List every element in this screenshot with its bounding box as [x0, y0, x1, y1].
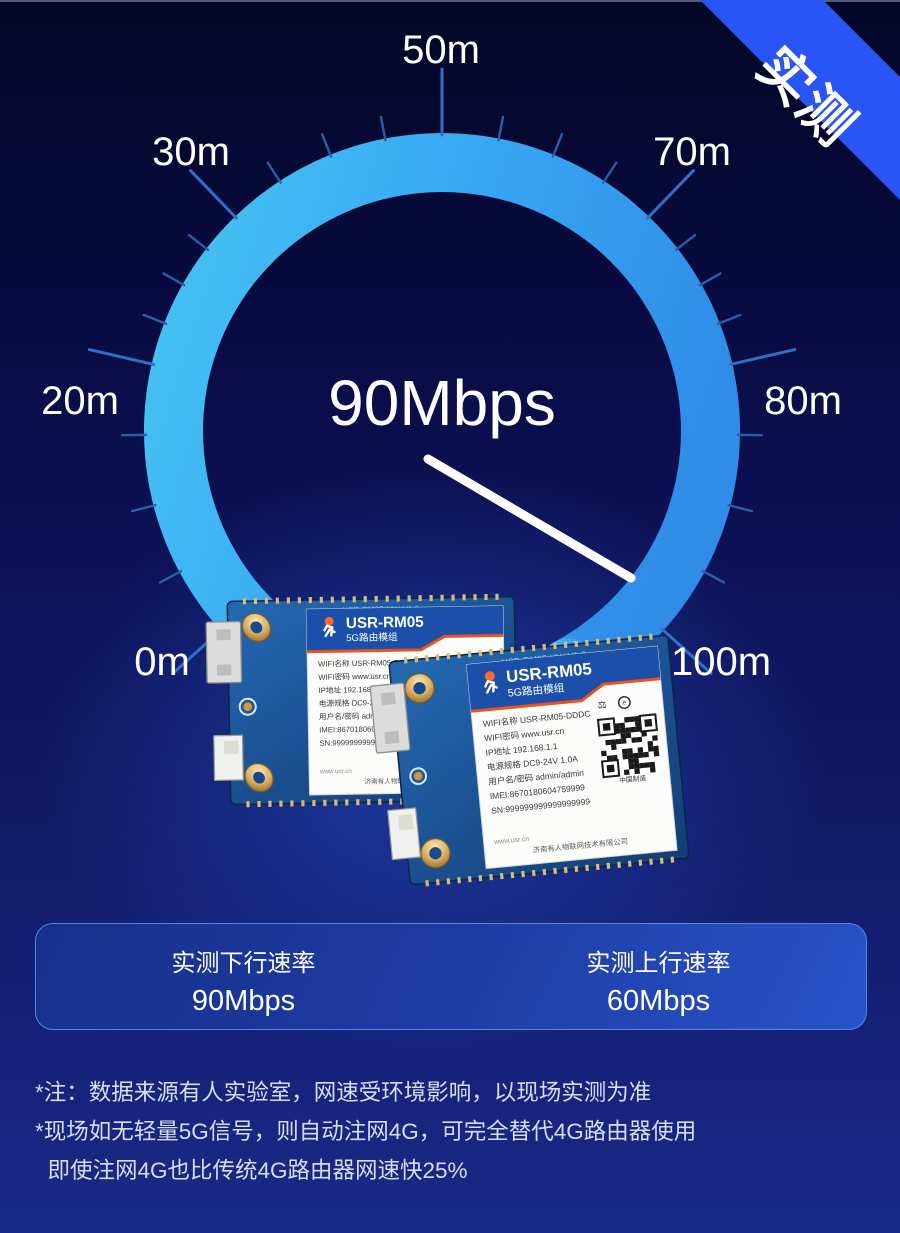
svg-text:⚖: ⚖: [597, 700, 607, 712]
svg-text:www.usr.cn: www.usr.cn: [318, 767, 351, 775]
